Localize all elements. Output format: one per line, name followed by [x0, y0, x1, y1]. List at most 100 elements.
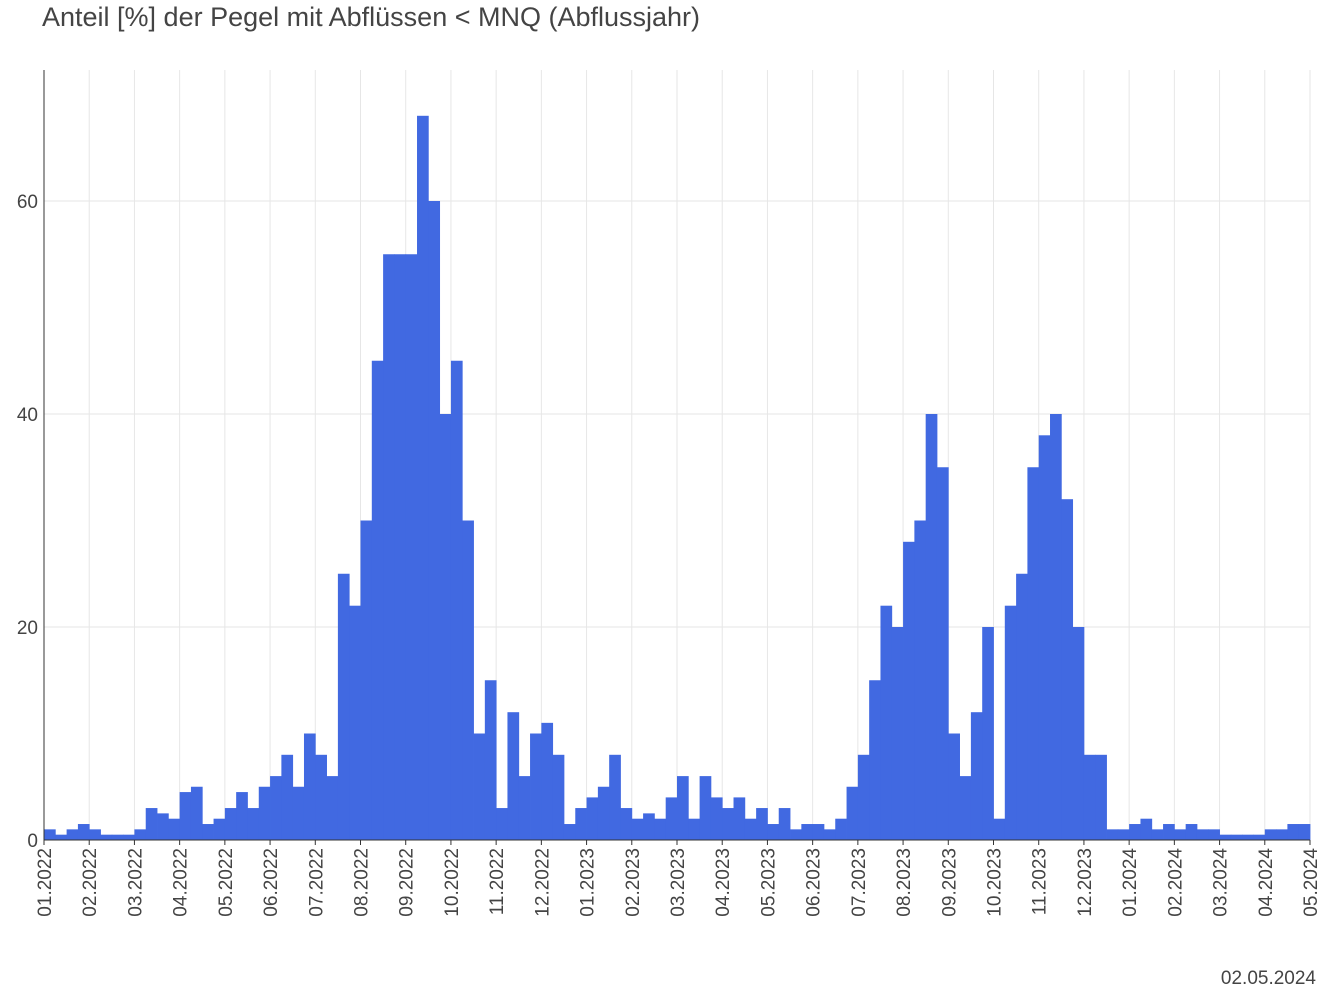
bar: [77, 824, 90, 840]
bar: [936, 467, 949, 840]
bar: [1208, 829, 1220, 840]
bar: [1151, 829, 1164, 840]
date-annotation: 02.05.2024: [1221, 968, 1317, 989]
bar: [236, 792, 248, 840]
bar: [857, 754, 870, 840]
x-tick-label: 11.2023: [1030, 848, 1051, 915]
x-tick-label: 01.2024: [1120, 848, 1141, 917]
bar: [586, 797, 599, 840]
bar: [1276, 829, 1288, 840]
bar: [541, 722, 554, 840]
bar: [349, 605, 361, 840]
bar: [756, 808, 768, 840]
x-tick-label: 02.2024: [1165, 848, 1186, 917]
bar: [948, 733, 960, 840]
bar: [982, 626, 994, 840]
bar: [914, 520, 927, 840]
bar: [1242, 834, 1254, 840]
x-tick-label: 01.2022: [35, 848, 56, 917]
y-tick-label: 40: [17, 405, 38, 426]
bar: [1219, 834, 1232, 840]
bar: [258, 786, 271, 840]
x-tick-label: 01.2023: [578, 848, 599, 917]
x-tick-label: 04.2022: [171, 848, 192, 917]
bar: [360, 520, 373, 840]
x-tick-label: 09.2023: [939, 848, 960, 917]
bar: [1230, 834, 1243, 840]
bar: [631, 818, 644, 840]
bar: [371, 360, 384, 840]
bar: [1004, 605, 1017, 840]
bar: [123, 834, 135, 840]
bar: [405, 254, 418, 840]
bar: [767, 824, 780, 840]
bar: [1129, 824, 1141, 840]
bar: [733, 797, 746, 840]
bar: [710, 797, 723, 840]
bar: [303, 733, 316, 840]
bar: [111, 834, 124, 840]
bar: [643, 813, 655, 840]
x-tick-label: 03.2023: [668, 848, 689, 917]
x-tick-label: 06.2022: [261, 848, 282, 917]
bar: [654, 818, 667, 840]
x-tick-label: 11.2022: [487, 848, 508, 915]
bar: [66, 829, 79, 840]
bar: [202, 824, 214, 840]
bar: [744, 818, 757, 840]
bar: [428, 200, 441, 840]
bar: [315, 754, 327, 840]
bar: [1140, 818, 1153, 840]
bar: [677, 776, 689, 840]
bar: [530, 733, 542, 840]
bar: [417, 115, 429, 841]
bar: [1117, 829, 1130, 840]
bar: [450, 360, 463, 840]
x-tick-label: 05.2023: [758, 848, 779, 917]
bar: [993, 818, 1006, 840]
x-tick-label: 12.2022: [532, 848, 553, 917]
x-tick-label: 05.2022: [216, 848, 237, 917]
bar: [1253, 834, 1266, 840]
bar: [484, 680, 497, 840]
bar: [665, 797, 678, 840]
bar: [213, 818, 226, 840]
y-tick-label: 0: [27, 831, 38, 852]
bar: [1264, 829, 1277, 840]
bar: [1050, 413, 1062, 840]
bar: [1038, 435, 1051, 840]
bar: [281, 754, 294, 840]
bar: [292, 786, 305, 840]
bar: [801, 824, 814, 840]
bar: [383, 254, 395, 840]
bar: [507, 712, 520, 840]
bar: [563, 824, 576, 840]
bar: [699, 776, 712, 840]
bar: [439, 413, 452, 840]
bar: [89, 829, 101, 840]
bar: [247, 808, 260, 840]
bar: [100, 834, 113, 840]
bar: [190, 786, 203, 840]
bar: [1287, 824, 1300, 840]
bar: [1016, 573, 1028, 840]
bar: [1185, 824, 1198, 840]
bar: [1298, 824, 1311, 840]
bar: [1027, 467, 1040, 840]
bar: [326, 776, 339, 840]
bar: [473, 733, 486, 840]
x-tick-label: 02.2023: [623, 848, 644, 917]
bar: [609, 754, 621, 840]
bar: [270, 776, 282, 840]
x-tick-label: 10.2023: [985, 848, 1006, 917]
bar: [1106, 829, 1119, 840]
x-tick-label: 03.2024: [1211, 848, 1232, 917]
bar: [880, 605, 893, 840]
bar: [891, 626, 904, 840]
bar: [778, 808, 791, 840]
x-tick-label: 09.2022: [397, 848, 418, 917]
bar: [168, 818, 181, 840]
bar: [790, 829, 802, 840]
x-tick-label: 05.2024: [1301, 848, 1320, 917]
